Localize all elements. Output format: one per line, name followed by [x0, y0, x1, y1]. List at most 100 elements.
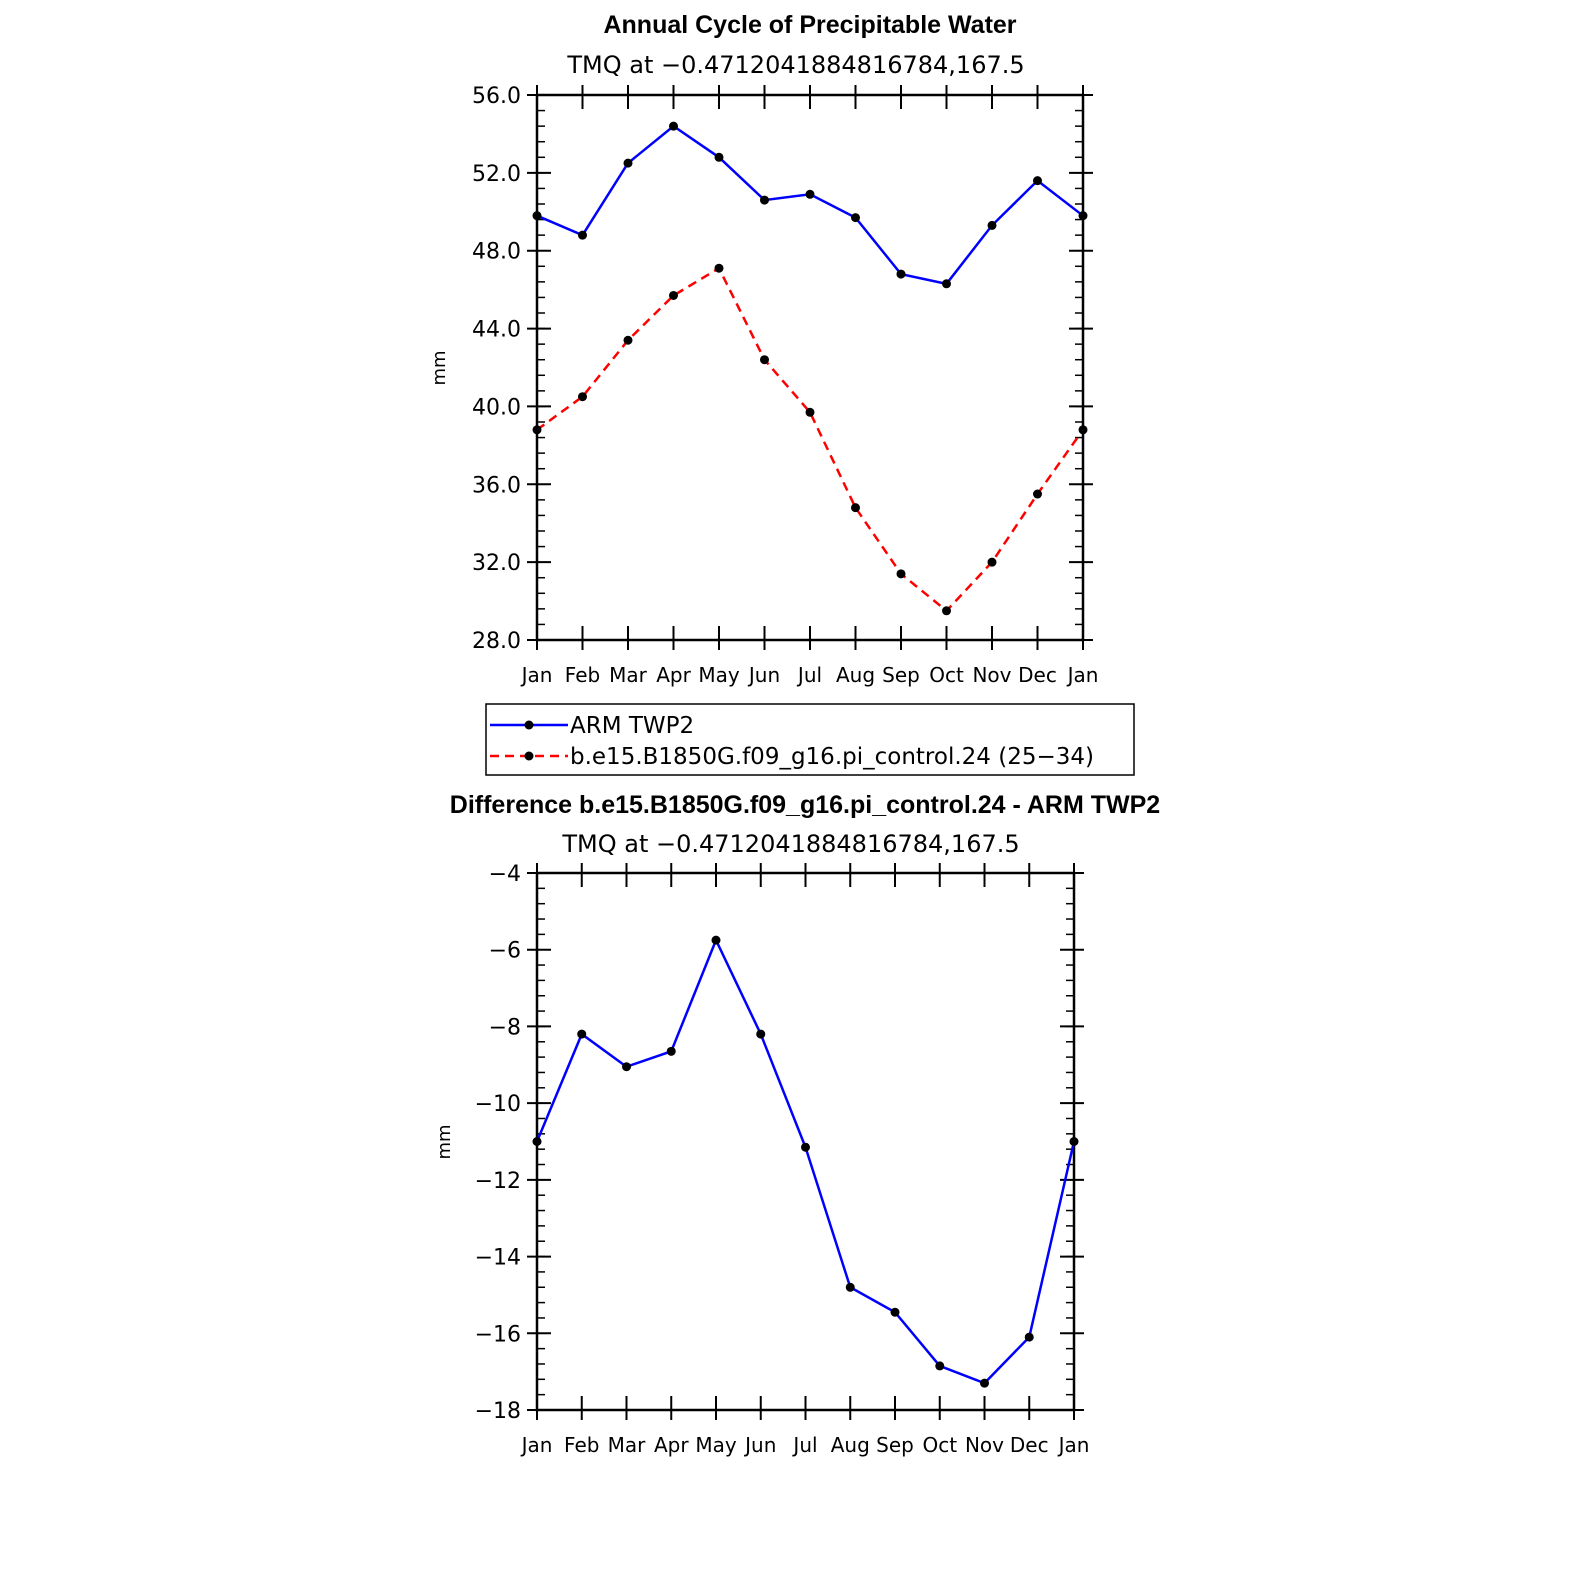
y-tick-label: 32.0: [472, 551, 521, 576]
y-tick-label: −16: [475, 1322, 521, 1347]
y-tick-label: 48.0: [472, 240, 521, 265]
series-point: [980, 1378, 989, 1388]
series-point: [942, 279, 951, 289]
series-point: [801, 1142, 810, 1152]
series-point: [714, 263, 724, 273]
series-point: [890, 1307, 900, 1317]
x-tick-label: Mar: [609, 663, 648, 687]
y-tick-label: −8: [489, 1015, 521, 1040]
series-point: [532, 1137, 542, 1146]
x-tick-label: Jan: [1066, 663, 1099, 687]
x-tick-label: Aug: [831, 1433, 870, 1457]
annual-cycle-chart: Annual Cycle of Precipitable Water TMQ a…: [429, 11, 1098, 687]
series-point: [577, 1029, 587, 1039]
series-point: [1033, 489, 1042, 499]
x-tick-label: Nov: [965, 1433, 1004, 1457]
series-point: [669, 121, 678, 131]
series-point: [896, 569, 906, 579]
axes-frame: −18 −16 −14 −12 −10 −8 −6 −4 Jan Feb Mar Apr May Jun J…: [475, 862, 1090, 1457]
x-tick-label: Dec: [1018, 663, 1057, 687]
chart-subtitle: TMQ at −0.4712041884816784,167.5: [561, 830, 1019, 858]
y-tick-label: 44.0: [472, 318, 521, 343]
x-tick-label: Jul: [791, 1433, 817, 1457]
series-point: [714, 152, 724, 162]
series-point: [942, 606, 951, 616]
x-tick-label: Feb: [565, 663, 600, 687]
series-point: [666, 1046, 676, 1056]
x-tick-label: Feb: [564, 1433, 599, 1457]
x-tick-label: Jan: [1057, 1433, 1090, 1457]
legend: ARM TWP2 b.e15.B1850G.f09_g16.pi_control…: [485, 703, 1135, 776]
y-tick-label: 52.0: [472, 162, 521, 187]
series-point: [1078, 211, 1088, 221]
series-point: [1033, 176, 1042, 186]
x-tick-label: Dec: [1010, 1433, 1049, 1457]
series-point: [987, 220, 997, 230]
series-point: [851, 503, 860, 513]
chart-title: Difference b.e15.B1850G.f09_g16.pi_contr…: [450, 791, 1160, 819]
series-point: [760, 355, 769, 365]
legend-box: [485, 703, 1135, 776]
x-tick-label: Nov: [972, 663, 1011, 687]
series-point: [623, 158, 633, 168]
x-tick-label: Jun: [743, 1433, 776, 1457]
series-point: [851, 213, 860, 223]
series-point: [578, 392, 587, 402]
difference-chart: Difference b.e15.B1850G.f09_g16.pi_contr…: [434, 791, 1160, 1457]
series-line: [535, 937, 1076, 1385]
series-point: [845, 1282, 855, 1292]
y-tick-label: −14: [475, 1246, 521, 1271]
y-tick-label: −10: [475, 1092, 521, 1117]
x-tick-label: May: [698, 663, 740, 687]
series-point: [623, 335, 633, 345]
chart-subtitle: TMQ at −0.4712041884816784,167.5: [566, 51, 1024, 79]
series-line: [536, 266, 1085, 613]
x-tick-label: Sep: [882, 663, 920, 687]
x-tick-label: Sep: [876, 1433, 914, 1457]
legend-marker-model: [524, 751, 534, 761]
x-tick-label: Oct: [922, 1433, 957, 1457]
series-point: [896, 269, 906, 279]
series-point: [760, 195, 769, 205]
series-point: [1078, 425, 1088, 435]
x-tick-label: Apr: [654, 1433, 689, 1457]
series-line: [536, 124, 1084, 286]
series-point: [532, 425, 542, 435]
series-point: [1069, 1137, 1079, 1146]
x-tick-label: Mar: [608, 1433, 647, 1457]
series-point: [532, 211, 542, 221]
series-point: [805, 189, 815, 199]
x-tick-label: Aug: [836, 663, 875, 687]
legend-label-model: b.e15.B1850G.f09_g16.pi_control.24 (25−3…: [570, 744, 1094, 770]
series-point: [711, 935, 721, 945]
x-tick-label: Jun: [747, 663, 780, 687]
x-tick-label: Jul: [796, 663, 822, 687]
y-tick-label: 28.0: [472, 629, 521, 654]
chart-title: Annual Cycle of Precipitable Water: [603, 11, 1016, 39]
series-point: [987, 557, 997, 567]
y-axis-label: mm: [434, 1124, 455, 1159]
series-point: [1024, 1332, 1034, 1342]
series-point: [669, 290, 678, 300]
series-point: [578, 230, 587, 240]
series-point: [935, 1361, 945, 1371]
y-tick-label: 36.0: [472, 473, 521, 498]
x-tick-label: May: [695, 1433, 737, 1457]
y-axis-label: mm: [429, 350, 450, 385]
series-point: [622, 1062, 631, 1072]
series-point: [756, 1029, 766, 1039]
series-point: [805, 407, 815, 417]
y-tick-label: −6: [489, 939, 521, 964]
y-tick-label: −4: [489, 862, 521, 887]
x-tick-label: Jan: [520, 663, 553, 687]
series-group: [532, 121, 1088, 616]
y-tick-label: 56.0: [472, 84, 521, 109]
axes-frame: 28.0 32.0 36.0 40.0 44.0 48.0 52.0 56.0 Jan Feb Ma…: [472, 84, 1098, 687]
legend-marker-arm: [524, 720, 534, 730]
y-tick-label: −12: [475, 1169, 521, 1194]
series-group: [532, 935, 1079, 1388]
x-tick-label: Oct: [929, 663, 964, 687]
x-tick-label: Apr: [656, 663, 691, 687]
y-tick-label: 40.0: [472, 395, 521, 420]
